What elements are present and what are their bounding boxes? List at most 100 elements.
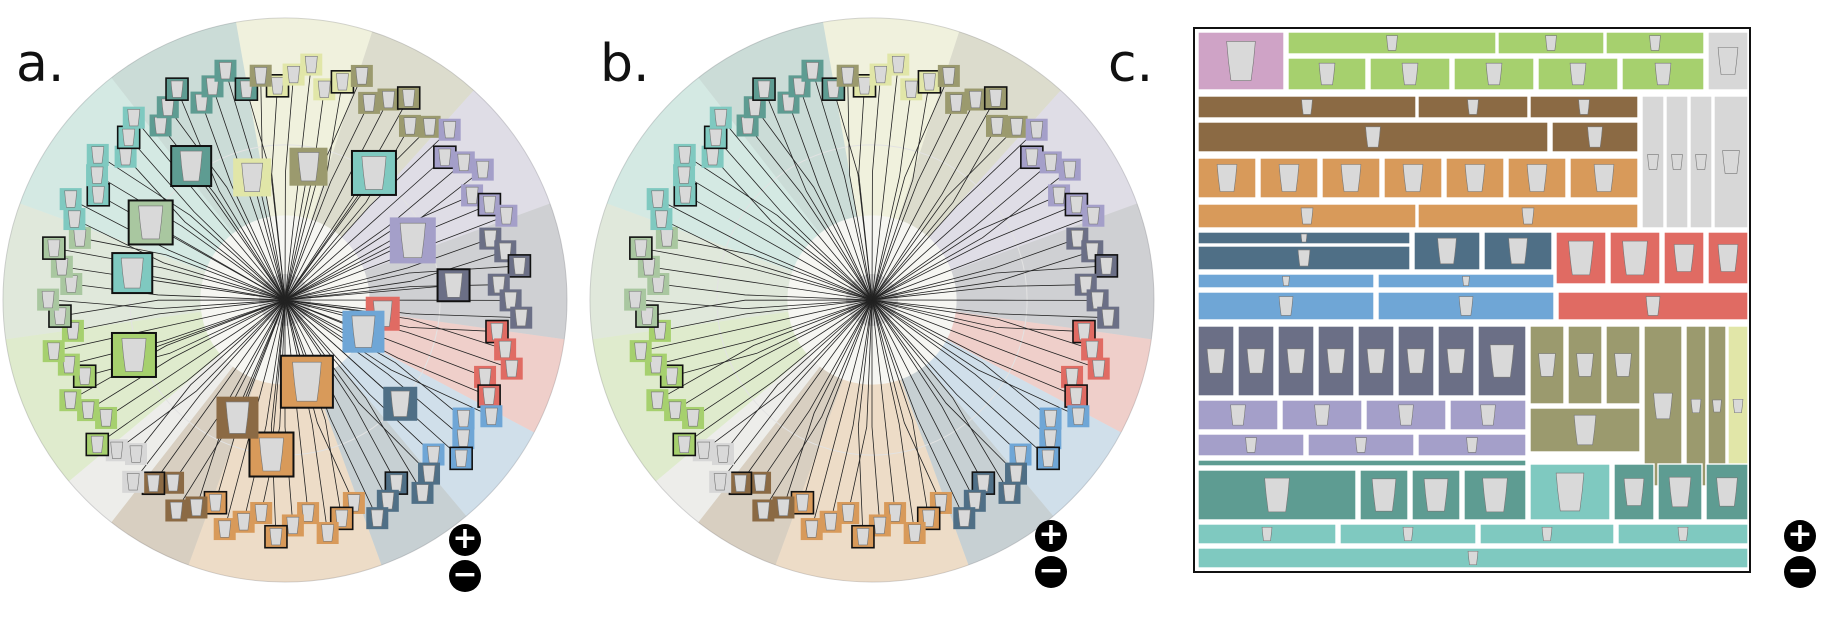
zoom-in-button-b[interactable]: + [1035,520,1067,552]
vase-silhouette-icon [1614,353,1632,377]
panel-a-branch [167,107,286,301]
panel-b-branch [871,299,1085,332]
vase-silhouette-icon [1371,478,1397,512]
panel-b-branch [635,299,873,310]
panel-b-leaf-thumbnail [819,510,842,533]
panel-a-branch [284,299,464,439]
panel-b-sector [928,90,1137,272]
panel-b-branch [830,299,873,522]
vase-silhouette-icon [1286,348,1306,374]
panel-b-branch [871,299,1077,397]
vase-silhouette-icon [81,401,95,419]
treemap-cell [1685,325,1707,487]
zoom-in-button-a[interactable]: + [449,524,481,556]
vase-silhouette-icon [99,409,113,427]
panel-a-branch [53,299,286,352]
vase-silhouette-icon [1063,161,1077,179]
panel-a-leaf-thumbnail [250,501,273,524]
vase-silhouette-icon [634,342,648,360]
panel-b-branch [658,283,873,301]
panel-a-branch [284,299,329,534]
vase-silhouette-icon [1645,296,1661,316]
zoom-in-button-c[interactable]: + [1784,520,1816,552]
vase-silhouette-icon [841,504,855,522]
panel-b-leaf-thumbnail [790,490,815,515]
vase-silhouette-icon [1446,348,1466,374]
panel-b-branch [871,299,1051,439]
panel-b-radial-tree [589,17,1155,583]
panel-b-leaf-thumbnail [664,399,687,422]
panel-b-leaf-thumbnail [1097,306,1120,329]
vase-silhouette-icon [321,524,335,542]
panel-a-leaf-thumbnail [418,462,441,485]
panel-a-branch [153,299,286,484]
panel-a-inner-branch [132,272,286,301]
treemap-cell [1567,325,1603,405]
panel-b-branch [871,89,912,301]
vase-silhouette-icon [485,407,498,425]
treemap-cell [1287,57,1367,91]
treemap-cell [1449,399,1527,431]
vase-silhouette-icon [1647,154,1659,170]
panel-a-inner-branch [284,166,309,301]
vase-silhouette-icon [444,272,463,298]
treemap-cell [1197,459,1527,467]
panel-b-branch [715,137,873,301]
panel-b-leaf-thumbnail [749,471,772,494]
panel-a-branch [284,299,490,397]
panel-a-leaf-thumbnail [510,306,533,329]
panel-b-branch [671,299,873,377]
vase-silhouette-icon [1593,164,1615,192]
treemap-cell [1663,231,1705,285]
panel-b-leaf-thumbnail [1036,446,1060,471]
vase-silhouette-icon [195,94,208,112]
panel-b-branch [847,75,873,301]
vase-silhouette-icon [805,520,819,538]
panel-b-branch [759,299,873,483]
panel-a-branch [284,250,506,301]
treemap-cell [1529,407,1641,453]
vase-silhouette-icon [642,258,656,276]
vase-silhouette-icon [259,437,284,472]
panel-a-branch [59,299,286,317]
panel-b-branch [871,284,1086,301]
vase-silhouette-icon [1668,476,1692,508]
panel-b-branch [871,299,942,504]
panel-a-branch [71,283,286,301]
treemap-cell [1197,291,1375,321]
treemap-cell [1713,95,1749,229]
panel-a-leaf-thumbnail [300,53,323,76]
panel-b-branch [648,266,873,301]
vase-silhouette-icon [1245,437,1257,453]
panel-a-leaf-thumbnail [330,70,355,94]
treemap-cell [1665,95,1689,229]
zoom-out-button-b[interactable]: − [1035,556,1067,588]
panel-a-branch [98,194,286,301]
panel-b-leaf-thumbnail [964,88,987,111]
panel-b-branch [763,299,873,511]
panel-b-branch [871,299,1010,494]
treemap-cell [1197,203,1417,229]
vase-silhouette-icon [478,368,492,386]
treemap-cell [1569,157,1639,199]
vase-silhouette-icon [655,210,668,228]
panel-b-leaf-thumbnail [963,489,986,512]
vase-silhouette-icon [110,441,124,459]
panel-a-cluster-thumbnail [279,354,334,409]
panel-b-leaf-thumbnail [800,518,823,541]
treemap-cell [1237,325,1275,397]
panel-a-branch [53,247,286,301]
panel-b-leaf-thumbnail [1039,427,1062,450]
vase-silhouette-icon [734,474,747,492]
panel-a-leaf-thumbnail [232,510,255,533]
panel-a-leaf-thumbnail [477,384,501,408]
panel-b-branch [871,299,1099,369]
vase-silhouette-icon [1623,478,1645,506]
zoom-out-button-c[interactable]: − [1784,556,1816,588]
zoom-out-button-a[interactable]: − [449,560,481,592]
vase-silhouette-icon [297,152,320,182]
panel-b-leaf-thumbnail [1039,407,1062,430]
vase-silhouette-icon [170,80,184,98]
panel-b-leaf-thumbnail [1082,204,1105,227]
panel-b-leaf-thumbnail [1094,254,1119,278]
